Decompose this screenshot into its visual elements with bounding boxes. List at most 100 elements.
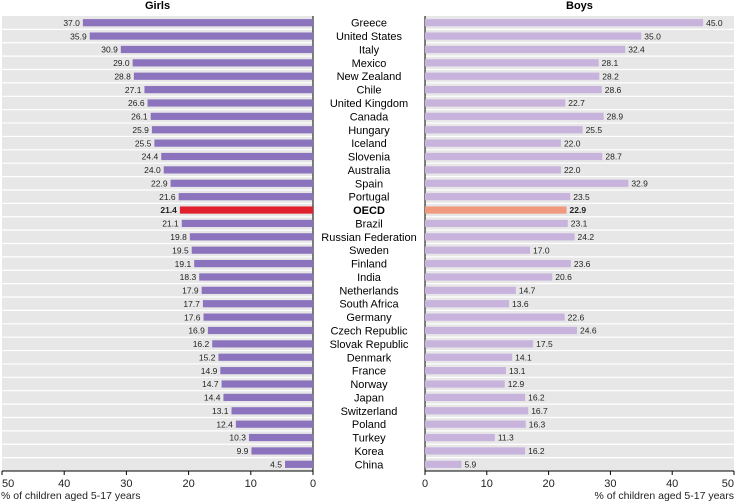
girls-data-label: 21.6 [159, 192, 176, 202]
girls-data-label: 37.0 [63, 18, 80, 28]
category-label: Iceland [351, 138, 386, 150]
girls-bar [144, 86, 313, 94]
girls-data-label: 18.3 [180, 272, 197, 282]
girls-bar [189, 233, 313, 241]
boys-data-label: 5.9 [464, 460, 476, 470]
boys-data-label: 16.2 [528, 446, 545, 456]
girls-data-label: 25.9 [132, 125, 149, 135]
boys-bar [425, 179, 629, 187]
girls-data-label: 30.9 [101, 45, 118, 55]
boys-bar [425, 152, 603, 161]
category-label: China [355, 459, 385, 471]
girls-data-label: 21.1 [162, 219, 179, 229]
boys-bar [425, 273, 553, 281]
boys-bar [425, 246, 531, 254]
category-label: Turkey [352, 433, 386, 445]
girls-bar [212, 340, 313, 348]
boys-data-label: 12.9 [508, 379, 525, 389]
girls-bar [89, 32, 314, 40]
category-label: United Kingdom [330, 98, 408, 110]
girls-bar [82, 19, 313, 27]
girls-data-label: 16.2 [193, 339, 210, 349]
category-label: South Africa [339, 299, 399, 311]
girls-tick-label: 20 [182, 478, 194, 490]
boys-data-label: 16.3 [529, 419, 546, 429]
boys-bar [425, 447, 526, 455]
girls-data-label: 17.6 [184, 312, 201, 322]
boys-data-label: 24.6 [580, 326, 597, 336]
boys-bar [425, 32, 642, 40]
girls-tick-label: 30 [120, 478, 132, 490]
category-label: New Zealand [337, 71, 402, 83]
category-label: India [357, 272, 382, 284]
category-label: Portugal [349, 192, 390, 204]
boys-bar [425, 326, 578, 335]
boys-data-label: 22.7 [568, 98, 585, 108]
boys-data-label: 24.2 [578, 232, 595, 242]
boys-bar [425, 166, 561, 174]
boys-tick-label: 10 [481, 478, 493, 490]
girls-bar [163, 166, 313, 174]
boys-data-label: 16.7 [531, 406, 548, 416]
girls-data-label: 12.4 [216, 419, 233, 429]
boys-tick-label: 20 [542, 478, 554, 490]
girls-bar [194, 259, 313, 268]
boys-data-label: 14.7 [519, 286, 536, 296]
boys-data-label: 14.1 [515, 352, 532, 362]
boys-bar [425, 112, 604, 120]
girls-data-label: 14.7 [202, 379, 219, 389]
girls-data-label: 28.8 [114, 71, 131, 81]
girls-bar [203, 313, 313, 321]
girls-data-label: 19.8 [170, 232, 187, 242]
category-label: OECD [353, 205, 385, 217]
girls-data-label: 14.9 [201, 366, 218, 376]
boys-bar [425, 233, 575, 241]
boys-data-label: 23.6 [574, 259, 591, 269]
girls-bar [199, 273, 313, 281]
boys-bar [425, 86, 602, 94]
boys-tick-label: 30 [604, 478, 616, 490]
boys-data-label: 13.1 [509, 366, 526, 376]
category-label: Poland [352, 419, 386, 431]
girls-bar [207, 326, 313, 335]
category-label: Netherlands [339, 285, 399, 297]
girls-bar [132, 59, 313, 67]
boys-bar [425, 353, 513, 361]
boys-data-label: 28.2 [602, 71, 619, 81]
boys-data-label: 32.4 [628, 45, 645, 55]
boys-bar [425, 45, 626, 54]
boys-bar [425, 193, 571, 201]
category-label: Norway [350, 379, 388, 391]
boys-bar [425, 433, 495, 442]
girls-panel-title: Girls [145, 0, 171, 12]
girls-bar [161, 152, 313, 161]
boys-bar [425, 380, 505, 388]
boys-bar [425, 126, 583, 134]
category-label: Greece [351, 18, 387, 30]
category-label: Slovenia [348, 152, 391, 164]
category-label: Mexico [352, 58, 387, 70]
category-label: Russian Federation [321, 232, 416, 244]
girls-bar [120, 45, 313, 54]
category-label: Hungary [348, 125, 390, 137]
girls-tick-label: 40 [58, 478, 70, 490]
girls-data-label: 35.9 [70, 31, 87, 41]
boys-bar [425, 460, 462, 468]
category-label: Sweden [349, 245, 389, 257]
girls-data-label: 19.1 [175, 259, 192, 269]
girls-data-label: 24.4 [142, 152, 159, 162]
boys-data-label: 28.7 [605, 152, 622, 162]
girls-data-label: 25.5 [135, 138, 152, 148]
boys-bar [425, 340, 534, 348]
girls-bar [154, 139, 313, 147]
boys-panel-title: Boys [566, 0, 593, 12]
category-label: France [352, 366, 386, 378]
boys-data-label: 23.1 [571, 219, 588, 229]
boys-data-label: 20.6 [555, 272, 572, 282]
boys-bar [425, 420, 526, 428]
boys-tick-label: 0 [422, 478, 428, 490]
girls-bar [202, 300, 313, 308]
boys-bar [425, 219, 568, 228]
category-label: Switzerland [341, 406, 398, 418]
